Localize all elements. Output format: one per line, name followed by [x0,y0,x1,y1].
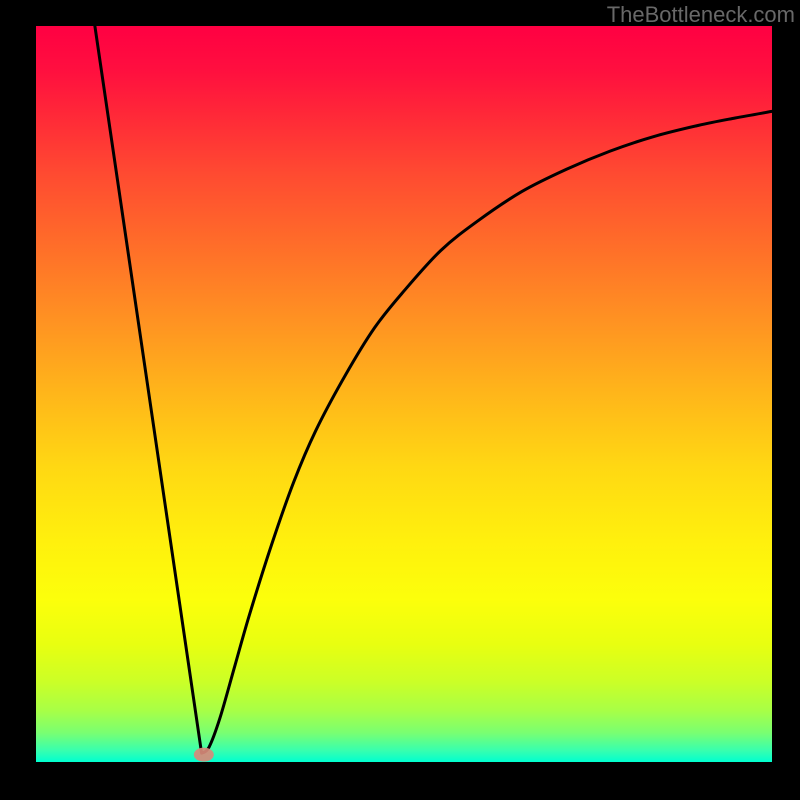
watermark-text: TheBottleneck.com [607,2,795,28]
gradient-background [36,26,772,762]
plot-area [36,26,772,762]
